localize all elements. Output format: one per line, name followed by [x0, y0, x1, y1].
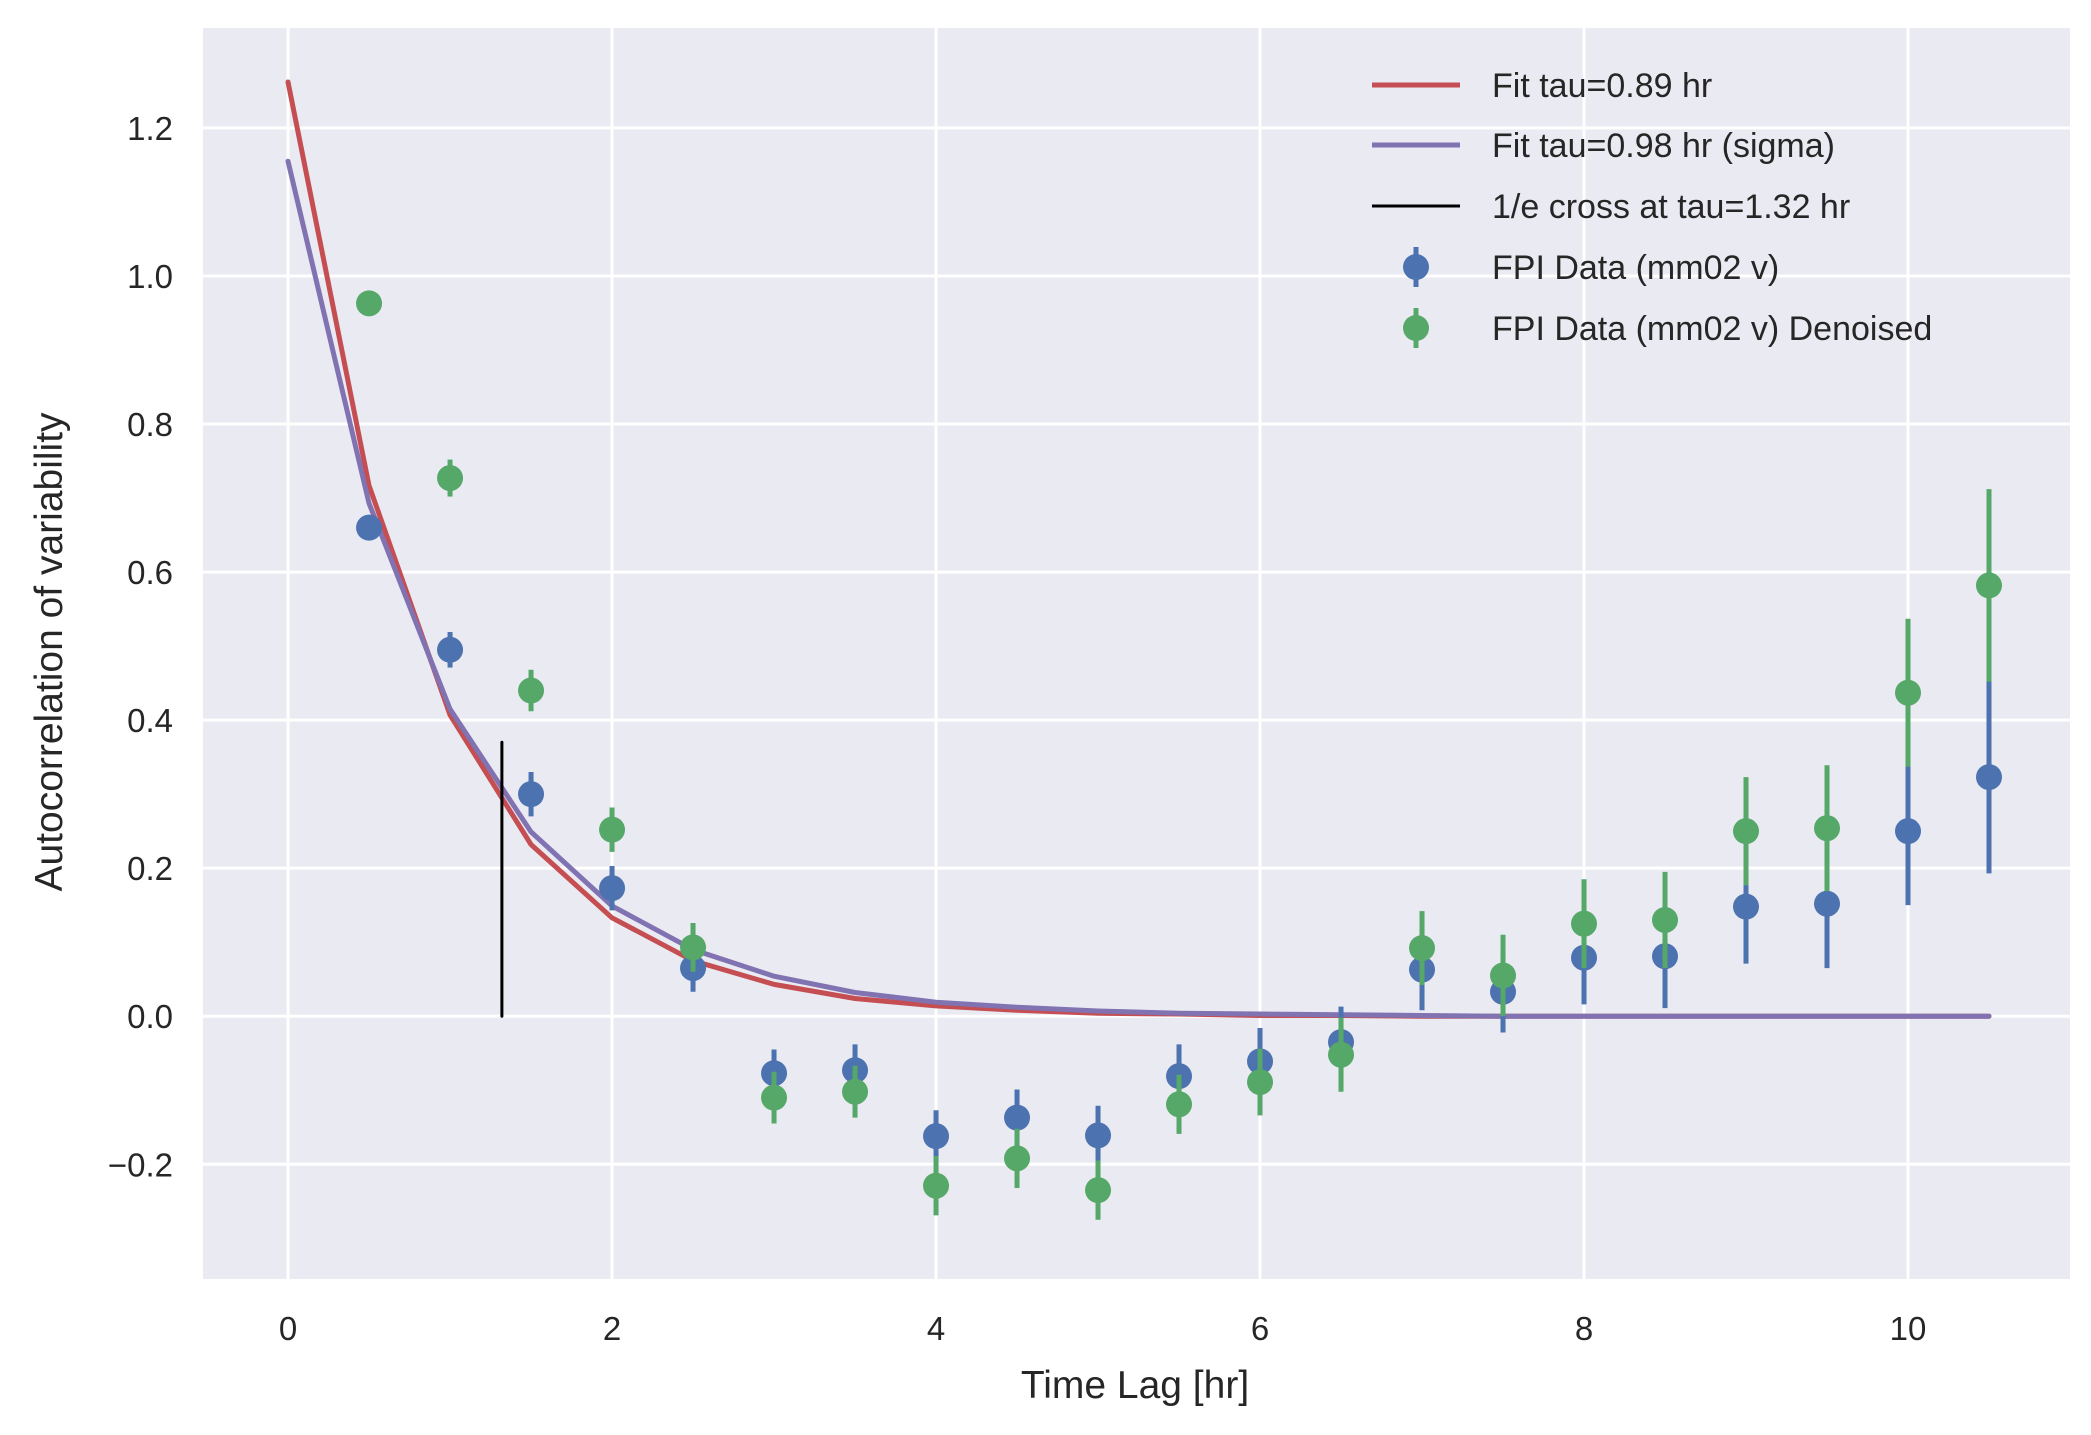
legend-label: FPI Data (mm02 v): [1492, 249, 1779, 287]
y-tick-label: 0.8: [127, 406, 173, 443]
data-point: [1733, 818, 1760, 845]
legend-item-fit-098-sigma: Fit tau=0.98 hr (sigma): [1372, 127, 1835, 165]
data-point: [923, 1123, 950, 1150]
y-tick-label: 0.0: [127, 998, 173, 1035]
data-point: [1409, 935, 1436, 962]
x-tick-label: 2: [603, 1310, 621, 1347]
legend-item-fpi-denoised: FPI Data (mm02 v) Denoised: [1403, 308, 1932, 348]
data-point: [1733, 893, 1760, 920]
data-point: [923, 1172, 950, 1199]
data-point: [1652, 906, 1679, 933]
plot-background: [203, 28, 2070, 1279]
legend-point-marker: [1403, 254, 1429, 280]
legend-point-marker: [1403, 315, 1429, 341]
y-tick-label: 1.0: [127, 258, 173, 295]
tick-labels: 0 2 4 6 8 10 −0.2 0.0 0.2 0.4 0.6 0.8 1.0 1.2: [108, 110, 1927, 1347]
data-point: [356, 514, 383, 541]
data-point: [1814, 815, 1841, 842]
y-axis-label: Autocorrelation of variability: [28, 412, 71, 892]
x-tick-label: 8: [1575, 1310, 1593, 1347]
data-point: [599, 816, 626, 843]
x-tick-label: 0: [279, 1310, 297, 1347]
y-tick-label: 1.2: [127, 110, 173, 147]
data-point: [599, 875, 626, 902]
data-point: [1976, 764, 2003, 791]
x-tick-label: 4: [927, 1310, 945, 1347]
data-point: [680, 934, 707, 961]
y-tick-label: 0.2: [127, 850, 173, 887]
fit-tau-098-sigma-line: [285, 158, 1992, 1019]
data-point: [761, 1084, 788, 1111]
legend-label: Fit tau=0.98 hr (sigma): [1492, 127, 1835, 165]
grid: [203, 28, 2070, 1279]
data-point: [1490, 962, 1517, 989]
data-points: [356, 290, 2003, 1220]
y-tick-label: 0.4: [127, 702, 173, 739]
data-point: [1976, 572, 2003, 599]
data-point: [518, 781, 545, 808]
data-point: [437, 636, 464, 663]
data-point: [1895, 818, 1922, 845]
data-point: [1328, 1041, 1355, 1068]
x-tick-label: 6: [1251, 1310, 1269, 1347]
x-tick-label: 10: [1890, 1310, 1927, 1347]
data-point: [1004, 1145, 1031, 1172]
data-point: [1166, 1091, 1193, 1118]
fit-lines: [285, 79, 1992, 1019]
data-point: [518, 677, 545, 704]
data-point: [1571, 910, 1598, 937]
legend-item-fit-089: Fit tau=0.89 hr: [1372, 67, 1712, 105]
legend-label: 1/e cross at tau=1.32 hr: [1492, 188, 1850, 226]
data-point: [437, 465, 464, 492]
data-point: [1247, 1069, 1274, 1096]
legend: Fit tau=0.89 hr Fit tau=0.98 hr (sigma) 1/…: [1372, 67, 1932, 348]
data-point: [1085, 1122, 1112, 1149]
y-tick-label: −0.2: [108, 1146, 173, 1183]
data-point: [356, 290, 383, 317]
legend-label: FPI Data (mm02 v) Denoised: [1492, 310, 1932, 348]
data-point: [1895, 679, 1922, 706]
data-point: [842, 1078, 869, 1105]
legend-label: Fit tau=0.89 hr: [1492, 67, 1712, 105]
data-point: [1004, 1104, 1031, 1131]
data-point: [1814, 890, 1841, 917]
data-point: [1085, 1177, 1112, 1204]
denoised-series: [356, 290, 2003, 1220]
legend-item-1e-cross: 1/e cross at tau=1.32 hr: [1372, 188, 1850, 226]
x-axis-label: Time Lag [hr]: [1021, 1364, 1249, 1407]
y-tick-label: 0.6: [127, 554, 173, 591]
legend-item-fpi-data: FPI Data (mm02 v): [1403, 247, 1779, 287]
